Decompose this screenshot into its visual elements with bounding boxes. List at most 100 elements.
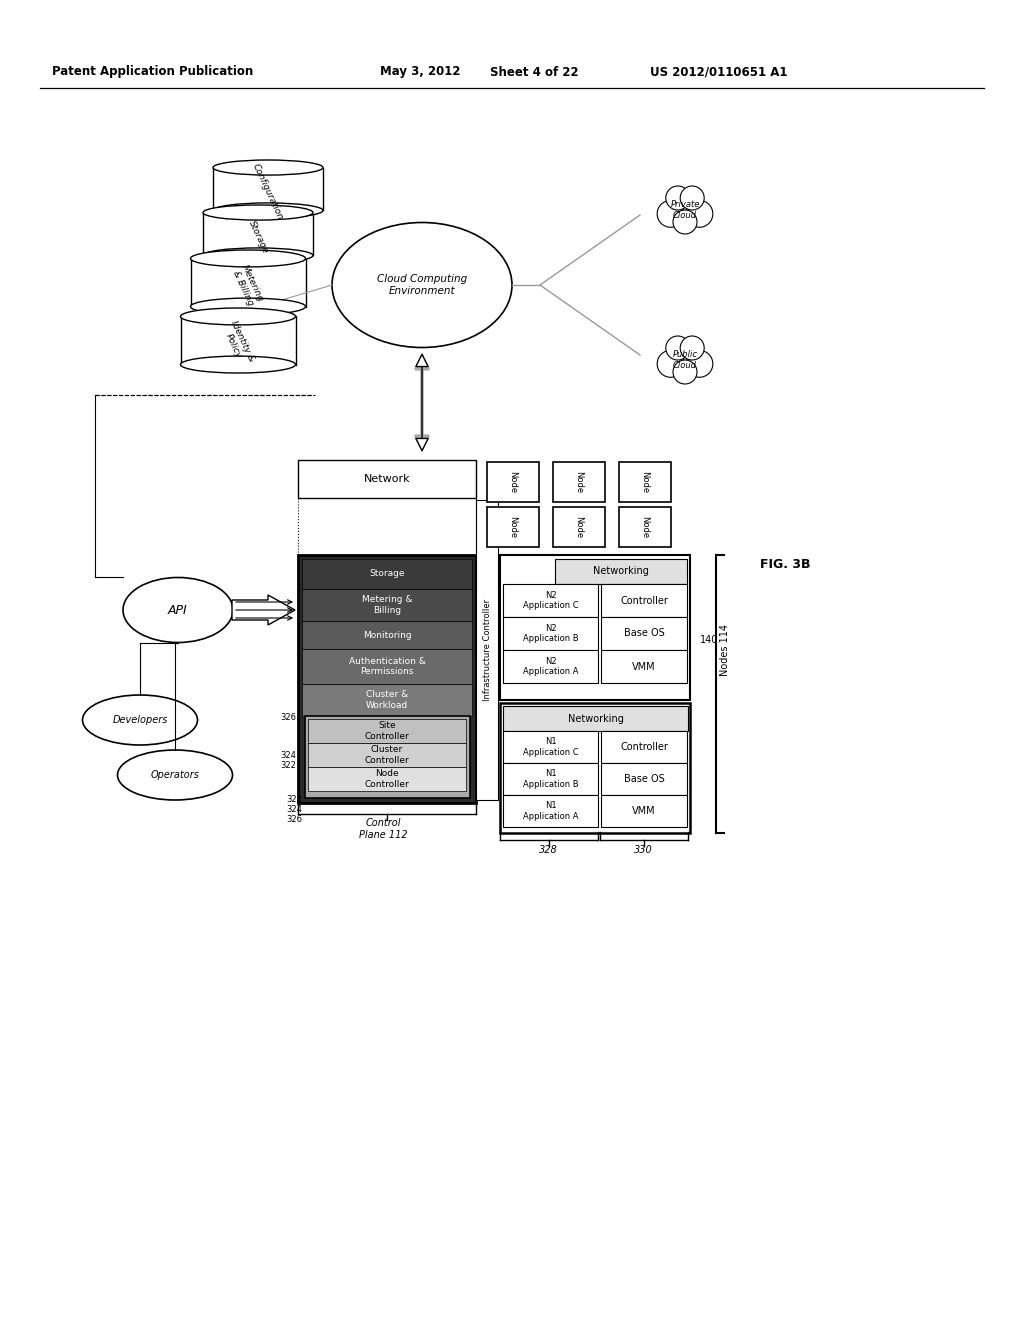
Text: Node: Node: [574, 471, 584, 494]
Text: Public
Cloud: Public Cloud: [673, 350, 697, 370]
Text: Networking: Networking: [567, 714, 624, 723]
Text: N2
Application C: N2 Application C: [522, 591, 579, 610]
Polygon shape: [203, 213, 313, 256]
Text: Private
Cloud: Private Cloud: [671, 201, 699, 219]
FancyBboxPatch shape: [305, 715, 470, 799]
FancyBboxPatch shape: [302, 558, 472, 589]
Text: Metering &
Billing: Metering & Billing: [361, 595, 413, 615]
Text: 324: 324: [281, 751, 296, 759]
Text: Node: Node: [640, 516, 649, 539]
FancyBboxPatch shape: [308, 743, 466, 767]
Text: Nodes 114: Nodes 114: [720, 624, 730, 676]
Circle shape: [680, 337, 705, 360]
Text: US 2012/0110651 A1: US 2012/0110651 A1: [650, 66, 787, 78]
Text: Node: Node: [509, 471, 517, 494]
FancyBboxPatch shape: [500, 554, 690, 700]
FancyBboxPatch shape: [302, 620, 472, 649]
Ellipse shape: [180, 308, 296, 325]
Polygon shape: [213, 168, 323, 210]
FancyBboxPatch shape: [302, 684, 472, 715]
Circle shape: [686, 201, 713, 227]
Polygon shape: [180, 317, 296, 364]
FancyBboxPatch shape: [601, 795, 687, 828]
FancyBboxPatch shape: [503, 731, 598, 763]
Ellipse shape: [332, 223, 512, 347]
Text: Node: Node: [509, 516, 517, 539]
Text: FIG. 3B: FIG. 3B: [760, 558, 811, 572]
Text: 322: 322: [286, 796, 302, 804]
Text: 140: 140: [700, 635, 719, 645]
Text: 330: 330: [634, 845, 652, 855]
Polygon shape: [232, 595, 295, 624]
Text: Node: Node: [640, 471, 649, 494]
FancyBboxPatch shape: [503, 616, 598, 649]
Ellipse shape: [83, 696, 198, 744]
Text: Cluster &
Workload: Cluster & Workload: [366, 690, 409, 710]
Text: Infrastructure Controller: Infrastructure Controller: [482, 599, 492, 701]
FancyBboxPatch shape: [601, 583, 687, 616]
Text: Control
Plane 112: Control Plane 112: [358, 818, 408, 840]
Ellipse shape: [213, 160, 323, 176]
Text: Patent Application Publication: Patent Application Publication: [52, 66, 253, 78]
Text: 322: 322: [281, 760, 296, 770]
Circle shape: [673, 360, 697, 384]
Text: 328: 328: [539, 845, 557, 855]
FancyBboxPatch shape: [308, 767, 466, 791]
Polygon shape: [190, 259, 305, 306]
Text: Authentication &
Permissions: Authentication & Permissions: [348, 657, 425, 676]
Text: Cloud Computing
Environment: Cloud Computing Environment: [377, 275, 467, 296]
Ellipse shape: [203, 205, 313, 220]
FancyBboxPatch shape: [618, 462, 671, 502]
Ellipse shape: [203, 248, 313, 263]
Text: Networking: Networking: [593, 566, 649, 577]
Ellipse shape: [180, 356, 296, 374]
FancyBboxPatch shape: [503, 583, 598, 616]
Ellipse shape: [123, 578, 233, 643]
Text: Base OS: Base OS: [624, 774, 665, 784]
FancyBboxPatch shape: [503, 795, 598, 828]
Text: N1
Application A: N1 Application A: [522, 801, 579, 821]
Text: Storage: Storage: [247, 219, 269, 255]
FancyBboxPatch shape: [503, 763, 598, 795]
FancyBboxPatch shape: [601, 649, 687, 682]
Text: Controller: Controller: [621, 595, 668, 606]
Circle shape: [657, 201, 684, 227]
Text: Node
Controller: Node Controller: [365, 770, 410, 789]
Text: Sheet 4 of 22: Sheet 4 of 22: [490, 66, 579, 78]
Text: Network: Network: [364, 474, 411, 484]
FancyBboxPatch shape: [298, 554, 476, 803]
Circle shape: [680, 186, 705, 210]
Text: N2
Application B: N2 Application B: [522, 624, 579, 643]
Text: Controller: Controller: [621, 742, 668, 752]
FancyBboxPatch shape: [601, 731, 687, 763]
Circle shape: [666, 186, 690, 210]
Text: VMM: VMM: [632, 807, 655, 816]
Text: Site
Controller: Site Controller: [365, 721, 410, 741]
Text: Monitoring: Monitoring: [362, 631, 412, 639]
FancyBboxPatch shape: [500, 704, 690, 833]
Text: 324: 324: [286, 805, 302, 814]
Ellipse shape: [190, 298, 305, 315]
Text: N1
Application C: N1 Application C: [522, 738, 579, 756]
Text: 326: 326: [280, 714, 296, 722]
FancyBboxPatch shape: [555, 558, 687, 583]
FancyBboxPatch shape: [298, 459, 476, 498]
Text: 326: 326: [286, 816, 302, 825]
Ellipse shape: [190, 249, 305, 267]
Ellipse shape: [118, 750, 232, 800]
FancyBboxPatch shape: [618, 507, 671, 546]
FancyBboxPatch shape: [476, 500, 498, 800]
FancyBboxPatch shape: [601, 616, 687, 649]
FancyBboxPatch shape: [308, 719, 466, 743]
FancyBboxPatch shape: [487, 507, 539, 546]
Text: Operators: Operators: [151, 770, 200, 780]
Circle shape: [666, 337, 690, 360]
Text: Developers: Developers: [113, 715, 168, 725]
FancyBboxPatch shape: [302, 589, 472, 620]
FancyBboxPatch shape: [487, 462, 539, 502]
Text: Configuration: Configuration: [251, 162, 285, 222]
Text: N1
Application B: N1 Application B: [522, 770, 579, 789]
FancyBboxPatch shape: [553, 507, 605, 546]
Text: May 3, 2012: May 3, 2012: [380, 66, 461, 78]
Text: Cluster
Controller: Cluster Controller: [365, 746, 410, 764]
